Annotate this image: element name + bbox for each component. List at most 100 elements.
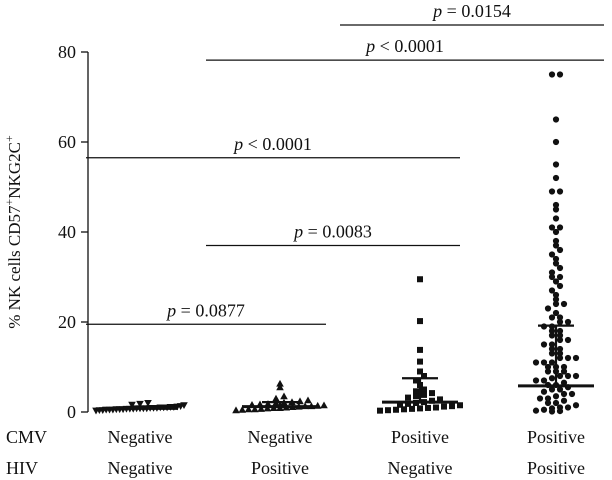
data-point: [560, 379, 568, 386]
data-point: [552, 300, 560, 308]
data-point: [433, 404, 439, 411]
data-point: [276, 379, 284, 387]
data-point: [552, 291, 560, 299]
data-point: [572, 402, 580, 409]
data-point: [552, 296, 560, 303]
data-point: [552, 278, 560, 285]
y-tick-label: 0: [67, 402, 76, 422]
data-point: [421, 386, 427, 393]
data-point: [564, 336, 572, 344]
p-value-label: p < 0.0001: [232, 134, 312, 154]
data-point: [417, 405, 423, 412]
data-point: [405, 400, 411, 407]
data-point: [556, 354, 564, 362]
data-point: [425, 404, 431, 411]
data-point: [568, 390, 576, 398]
data-point: [552, 393, 560, 400]
y-tick-label: 20: [58, 312, 76, 332]
data-point: [552, 174, 560, 182]
data-point: [548, 314, 556, 321]
data-point: [552, 228, 560, 236]
data-point: [532, 407, 540, 414]
y-axis-label-prefix: % NK cells CD57: [5, 205, 24, 329]
data-point: [556, 314, 564, 321]
data-point: [564, 354, 572, 362]
data-point: [544, 395, 552, 402]
data-point: [385, 407, 391, 414]
data-point: [552, 201, 560, 209]
data-point: [548, 345, 556, 353]
data-point: [437, 396, 443, 403]
group-cmv-label: Negative: [108, 427, 173, 447]
data-point: [540, 388, 548, 395]
p-value-label: p = 0.0877: [165, 300, 245, 320]
data-point: [429, 390, 435, 397]
data-point: [417, 276, 423, 283]
data-point: [556, 71, 564, 78]
data-point: [556, 327, 564, 335]
data-point: [556, 188, 564, 195]
group-hiv-label: Negative: [108, 458, 173, 478]
data-point: [544, 305, 552, 312]
data-point: [548, 375, 556, 382]
data-point: [548, 71, 556, 78]
data-point: [421, 391, 427, 398]
data-point: [548, 273, 556, 281]
p-value-label: p = 0.0083: [292, 222, 372, 242]
data-point: [280, 392, 288, 400]
data-point: [548, 251, 556, 258]
data-point: [244, 405, 253, 413]
data-point: [417, 358, 423, 365]
row-label-hiv: HIV: [6, 458, 38, 478]
data-point: [409, 405, 415, 412]
data-point: [552, 309, 560, 317]
p-value-text: < 0.0001: [375, 36, 444, 56]
data-point: [548, 327, 556, 335]
data-point: [556, 345, 564, 353]
data-point: [548, 359, 556, 366]
data-point: [449, 403, 455, 410]
data-point: [548, 386, 556, 393]
y-axis-label-sup2: +: [2, 135, 16, 142]
data-point: [413, 388, 419, 395]
data-point: [417, 346, 423, 353]
group-hiv-label: Negative: [388, 458, 453, 478]
p-symbol: p: [364, 36, 375, 56]
data-point: [397, 401, 403, 408]
data-point: [257, 405, 265, 412]
p-symbol: p: [232, 134, 243, 154]
data-point: [552, 116, 560, 123]
data-point: [540, 341, 548, 348]
group-hiv-label: Positive: [251, 458, 309, 478]
data-point: [232, 406, 240, 414]
data-point: [552, 237, 560, 245]
data-point: [548, 408, 556, 415]
data-point: [560, 363, 568, 371]
data-point: [564, 318, 572, 326]
group-cmv-label: Positive: [527, 427, 585, 447]
data-point: [548, 224, 556, 231]
data-point: [413, 393, 419, 400]
data-point: [144, 400, 152, 407]
data-point: [238, 405, 247, 413]
data-point: [552, 215, 560, 222]
data-point: [304, 396, 312, 404]
data-point: [393, 406, 399, 413]
data-point: [320, 401, 328, 409]
data-point: [548, 332, 556, 339]
data-point: [556, 246, 564, 254]
data-point: [560, 368, 568, 375]
data-point: [556, 350, 564, 357]
data-point: [548, 350, 556, 357]
p-symbol: p: [292, 222, 303, 242]
y-tick-label: 60: [58, 132, 76, 152]
data-point: [564, 372, 572, 380]
data-point: [136, 400, 144, 408]
p-value-text: = 0.0083: [303, 222, 372, 242]
data-point: [560, 300, 568, 308]
data-point: [441, 403, 447, 410]
data-point: [552, 260, 560, 267]
data-point: [556, 224, 564, 231]
